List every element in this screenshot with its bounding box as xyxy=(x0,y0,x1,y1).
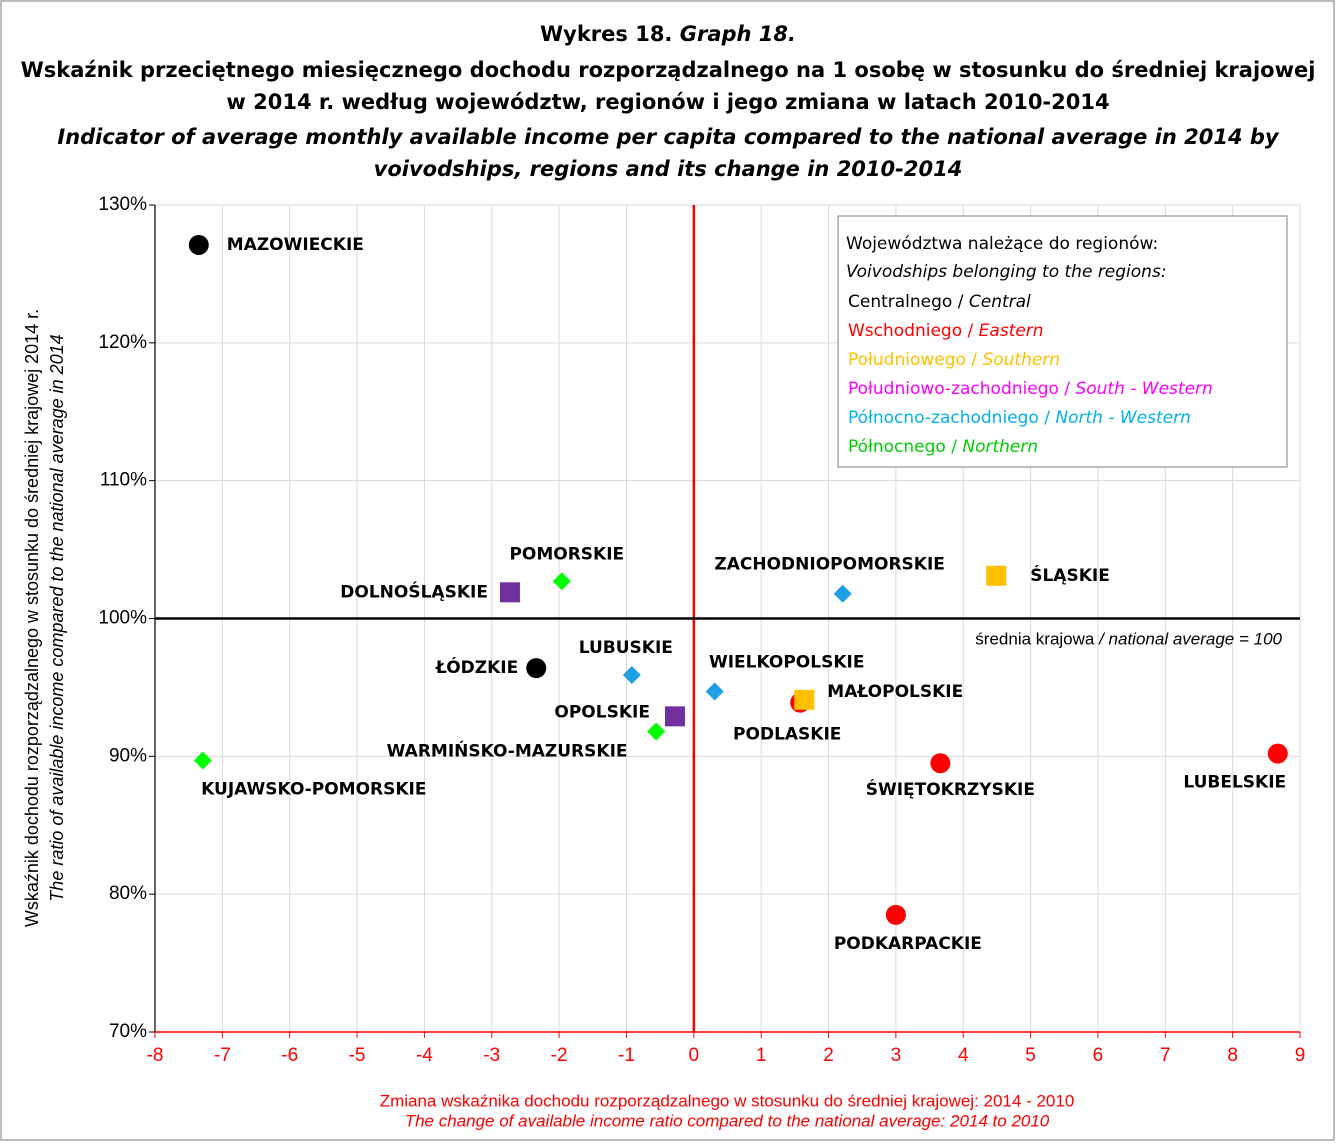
x-tick-label: 2 xyxy=(823,1045,834,1066)
legend-entry-name: Południowego / xyxy=(848,350,977,370)
point-label: DOLNOŚLĄSKIE xyxy=(340,580,488,602)
legend-entry: Północno-zachodniego / North - Western xyxy=(848,408,1191,428)
x-tick-label: 9 xyxy=(1295,1045,1306,1066)
x-tick-label: 1 xyxy=(756,1045,767,1066)
legend-entry-name: Południowo-zachodniego / xyxy=(848,379,1070,399)
legend-title-en: Voivodships belonging to the regions: xyxy=(846,262,1167,282)
point xyxy=(622,666,641,685)
x-tick-label: -7 xyxy=(214,1045,231,1066)
point-label: MAZOWIECKIE xyxy=(227,235,364,255)
legend-entry-name-en: South - Western xyxy=(1075,379,1212,399)
legend-entry: Centralnego / Central xyxy=(848,292,1031,312)
point xyxy=(499,582,520,603)
title-line-en: Indicator of average monthly available i… xyxy=(57,125,1280,149)
title-line-en: voivodships, regions and its change in 2… xyxy=(374,157,963,181)
x-tick-label: -3 xyxy=(483,1045,500,1066)
x-tick-label: 4 xyxy=(958,1045,969,1066)
y-tick-label: 80% xyxy=(109,883,147,904)
point xyxy=(193,751,212,770)
legend-entry-name: Wschodniego / xyxy=(848,321,974,341)
legend-entry: Południowo-zachodniego / South - Western xyxy=(848,379,1213,399)
y-tick-label: 110% xyxy=(100,470,147,491)
point xyxy=(647,722,666,741)
legend-entry-name: Północnego / xyxy=(848,437,957,457)
title-line: w 2014 r. według województw, regionów i … xyxy=(226,90,1109,114)
point xyxy=(885,904,906,925)
legend-entry-name-en: North - Western xyxy=(1055,408,1191,428)
point-label: ZACHODNIOPOMORSKIE xyxy=(714,555,944,575)
legend-entry: Wschodniego / Eastern xyxy=(848,321,1044,341)
point-label: ŚWIĘTOKRZYSKIE xyxy=(866,778,1035,800)
y-tick-label: 90% xyxy=(109,745,147,766)
point-label: PODKARPACKIE xyxy=(834,934,982,954)
point xyxy=(986,565,1007,586)
point-label: ŚLĄSKIE xyxy=(1030,564,1110,586)
x-tick-label: 3 xyxy=(891,1045,902,1066)
point-label: WIELKOPOLSKIE xyxy=(709,653,864,673)
legend-entry: Południowego / Southern xyxy=(848,350,1060,370)
x-tick-label: 6 xyxy=(1093,1045,1104,1066)
point-label: LUBELSKIE xyxy=(1183,773,1286,793)
point-label: WARMIŃSKO-MAZURSKIE xyxy=(387,740,628,762)
point-label: ŁÓDZKIE xyxy=(435,656,518,678)
point xyxy=(552,572,571,591)
y-tick-label: 100% xyxy=(98,608,147,629)
y-axis-title: Wskaźnik dochodu rozporządzalnego w stos… xyxy=(22,309,42,927)
y-tick-label: 130% xyxy=(98,194,147,215)
legend-entry-name-en: Eastern xyxy=(979,321,1044,341)
x-tick-label: 7 xyxy=(1160,1045,1171,1066)
x-tick-label: -6 xyxy=(281,1045,298,1066)
title-lead: Wykres 18. xyxy=(540,22,672,46)
x-tick-label: -4 xyxy=(416,1045,433,1066)
x-tick-label: -8 xyxy=(147,1045,164,1066)
legend-entry: Północnego / Northern xyxy=(848,437,1038,457)
legend-box xyxy=(837,215,1288,468)
title-line: Wskaźnik przeciętnego miesięcznego docho… xyxy=(21,58,1316,82)
legend-entry-name-en: Central xyxy=(969,292,1031,312)
reference-label-en: / national average = 100 xyxy=(1098,630,1282,649)
legend-entry-name-en: Northern xyxy=(962,437,1038,457)
point-label: PODLASKIE xyxy=(733,725,841,745)
x-tick-label: -2 xyxy=(551,1045,568,1066)
legend-title: Województwa należące do regionów: xyxy=(846,234,1158,254)
point-label: KUJAWSKO-POMORSKIE xyxy=(201,779,426,799)
reference-label-pl: średnia krajowa xyxy=(975,630,1095,649)
y-tick-label: 120% xyxy=(98,332,147,353)
point xyxy=(1267,743,1288,764)
point-label: POMORSKIE xyxy=(509,544,624,564)
point-label: MAŁOPOLSKIE xyxy=(827,682,963,702)
point-label: OPOLSKIE xyxy=(554,702,650,722)
x-tick-label: 8 xyxy=(1227,1045,1238,1066)
chart-title: Wykres 18. Graph 18. xyxy=(540,22,796,46)
point xyxy=(664,706,685,727)
reference-label: średnia krajowa / national average = 100 xyxy=(975,630,1282,649)
x-axis-title: Zmiana wskaźnika dochodu rozporządzalneg… xyxy=(380,1091,1075,1110)
point xyxy=(794,689,815,710)
legend-entry-name: Północno-zachodniego / xyxy=(848,408,1050,428)
point xyxy=(188,234,209,255)
y-tick-label: 70% xyxy=(109,1021,147,1042)
point xyxy=(526,658,547,679)
x-tick-label: -1 xyxy=(618,1045,635,1066)
point xyxy=(833,584,852,603)
point xyxy=(930,753,951,774)
legend-entry-name: Centralnego / xyxy=(848,292,964,312)
title-lead-en: Graph 18. xyxy=(680,22,796,46)
x-tick-label: -5 xyxy=(349,1045,366,1066)
x-tick-label: 0 xyxy=(689,1045,700,1066)
point xyxy=(705,682,724,701)
x-axis-title-en: The change of available income ratio com… xyxy=(405,1111,1050,1130)
y-axis-title-en: The ratio of available income compared t… xyxy=(47,334,67,901)
legend-entry-name-en: Southern xyxy=(982,350,1060,370)
point-label: LUBUSKIE xyxy=(579,638,673,658)
x-tick-label: 5 xyxy=(1025,1045,1036,1066)
